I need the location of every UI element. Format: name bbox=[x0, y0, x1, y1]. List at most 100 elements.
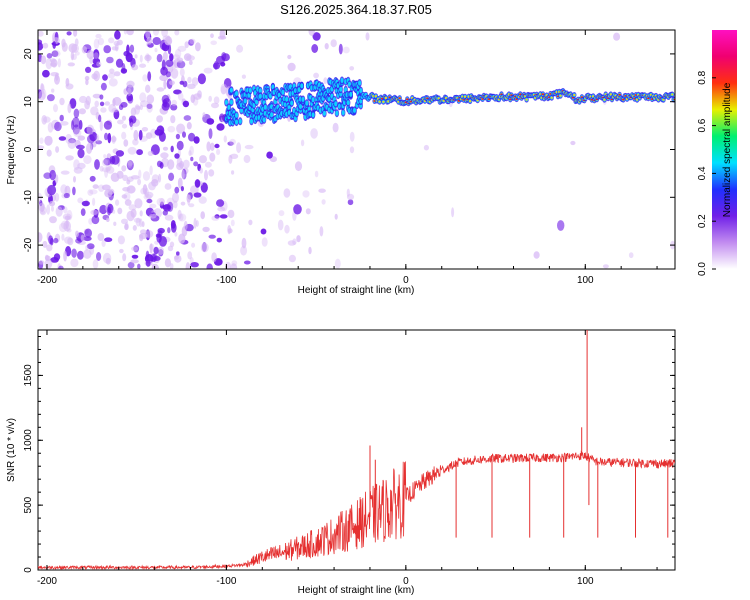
spectrogram-speckle bbox=[147, 150, 154, 156]
spectrogram-speckle bbox=[214, 143, 220, 149]
spectrogram-speckle bbox=[182, 131, 186, 138]
spectrogram-speckle bbox=[214, 214, 220, 219]
snr-x-tick-label: -200 bbox=[37, 576, 57, 587]
spectrogram-speckle bbox=[136, 149, 144, 156]
spectrogram-speckle bbox=[162, 146, 169, 151]
spectrogram-speckle bbox=[63, 236, 73, 244]
spectrogram-speckle bbox=[131, 254, 139, 259]
spectrogram-speckle bbox=[93, 49, 100, 60]
spectrogram-speckle bbox=[103, 45, 111, 54]
spectrogram-speckle bbox=[68, 43, 78, 53]
spectrogram-speckle bbox=[217, 35, 227, 40]
spectrogram-ridge-mid bbox=[243, 98, 247, 104]
spectrogram-speckle bbox=[330, 39, 337, 48]
spectrogram-speckle bbox=[103, 154, 107, 159]
spectrogram-speckle bbox=[193, 161, 199, 167]
spectrogram-speckle bbox=[145, 132, 153, 140]
spectrogram-speckle bbox=[67, 62, 76, 67]
spectrogram-speckle bbox=[153, 246, 159, 255]
spectrogram-speckle bbox=[365, 32, 370, 41]
spectrogram-speckle bbox=[102, 159, 109, 167]
spectrogram-speckle bbox=[58, 136, 67, 141]
spectrogram-speckle bbox=[142, 74, 148, 82]
spectrogram-speckle bbox=[334, 258, 341, 269]
colorbar-tick-label: 0.4 bbox=[697, 166, 708, 180]
spectrogram-speckle bbox=[74, 38, 79, 46]
spectrogram-ridge-mid bbox=[229, 87, 233, 93]
spectrogram-speckle bbox=[68, 138, 76, 144]
spectrogram-speckle bbox=[146, 102, 153, 113]
spectrogram-ridge-mid bbox=[258, 93, 262, 99]
spectrogram-speckle bbox=[91, 63, 101, 68]
spectrogram-speckle bbox=[131, 246, 139, 251]
spectrogram-speckle bbox=[94, 159, 100, 170]
spectrogram-speckle bbox=[133, 245, 140, 253]
spectrogram-speckle bbox=[47, 94, 55, 102]
spectrogram-speckle bbox=[145, 30, 151, 39]
snr-y-tick-label: 500 bbox=[23, 496, 34, 513]
spectrogram-speckle bbox=[146, 198, 153, 204]
spectrogram-speckle bbox=[100, 82, 107, 91]
spectrogram-speckle bbox=[95, 33, 102, 39]
spectrogram-speckle bbox=[77, 135, 86, 141]
spectrogram-speckle bbox=[77, 197, 84, 204]
spectrogram-ridge-core bbox=[468, 100, 472, 103]
spectrogram-speckle bbox=[193, 217, 197, 229]
spectrogram-speckle bbox=[86, 243, 95, 250]
spectrogram-speckle bbox=[101, 167, 111, 173]
spectrogram-y-tick-label: -10 bbox=[23, 190, 34, 205]
spectrogram-speckle bbox=[101, 239, 106, 247]
spectrogram-y-tick-label: 10 bbox=[23, 96, 34, 108]
spectrogram-speckle bbox=[138, 169, 142, 179]
spectrogram-x-tick-label: -200 bbox=[37, 275, 57, 286]
spectrogram-speckle bbox=[168, 80, 175, 86]
spectrogram-speckle bbox=[210, 33, 214, 38]
colorbar: 0.0 0.2 0.4 0.6 0.8 Normalized spectral ampl… bbox=[697, 30, 737, 276]
spectrogram-speckle bbox=[192, 96, 199, 106]
spectrogram-speckle bbox=[119, 248, 124, 254]
spectrogram-ridge-mid bbox=[347, 81, 352, 87]
spectrogram-speckle bbox=[100, 107, 107, 113]
spectrogram-speckle bbox=[85, 66, 92, 73]
spectrogram-speckle bbox=[158, 173, 162, 183]
spectrogram-speckle bbox=[319, 226, 324, 237]
spectrogram-speckle bbox=[220, 62, 226, 67]
spectrogram-speckle bbox=[210, 142, 215, 151]
spectrogram-speckle bbox=[84, 75, 90, 81]
spectrogram-speckle bbox=[125, 52, 133, 63]
spectrogram-speckle bbox=[190, 156, 194, 162]
spectrogram-speckle bbox=[126, 80, 135, 88]
spectrogram-speckle bbox=[137, 178, 142, 186]
spectrogram-speckle bbox=[121, 123, 128, 129]
spectrogram-speckle bbox=[169, 53, 174, 62]
spectrogram-speckle bbox=[570, 140, 576, 146]
spectrogram-speckle bbox=[202, 226, 210, 233]
spectrogram-speckle bbox=[86, 124, 95, 135]
spectrogram-speckle bbox=[126, 179, 131, 185]
spectrogram-speckle bbox=[104, 132, 109, 141]
colorbar-tick-label: 0.8 bbox=[697, 70, 708, 84]
spectrogram-ridge-core bbox=[525, 98, 528, 101]
spectrogram-speckle bbox=[167, 125, 176, 133]
spectrogram-speckle bbox=[163, 79, 167, 90]
spectrogram-speckle bbox=[197, 73, 206, 85]
spectrogram-speckle bbox=[99, 101, 105, 107]
spectrogram-speckle bbox=[105, 257, 111, 265]
spectrogram-speckle bbox=[46, 149, 52, 157]
spectrogram-speckle bbox=[67, 103, 72, 114]
spectrogram-speckle bbox=[231, 170, 235, 175]
spectrogram-speckle bbox=[122, 253, 127, 262]
spectrogram-speckle bbox=[127, 146, 137, 155]
spectrogram-speckle bbox=[112, 209, 116, 214]
spectrogram-speckle bbox=[53, 237, 59, 244]
spectrogram-speckle bbox=[107, 206, 111, 216]
spectrogram-x-ticks: -200 -100 0 100 bbox=[37, 30, 658, 286]
spectrogram-speckle bbox=[149, 243, 155, 251]
spectrogram-speckle bbox=[146, 103, 153, 110]
spectrogram-speckle bbox=[115, 150, 125, 157]
spectrogram-speckle bbox=[176, 157, 183, 167]
spectrogram-speckle bbox=[145, 259, 151, 267]
spectrogram-speckle bbox=[158, 249, 164, 257]
spectrogram-ridge-mid bbox=[255, 99, 259, 105]
spectrogram-speckle bbox=[139, 63, 147, 68]
